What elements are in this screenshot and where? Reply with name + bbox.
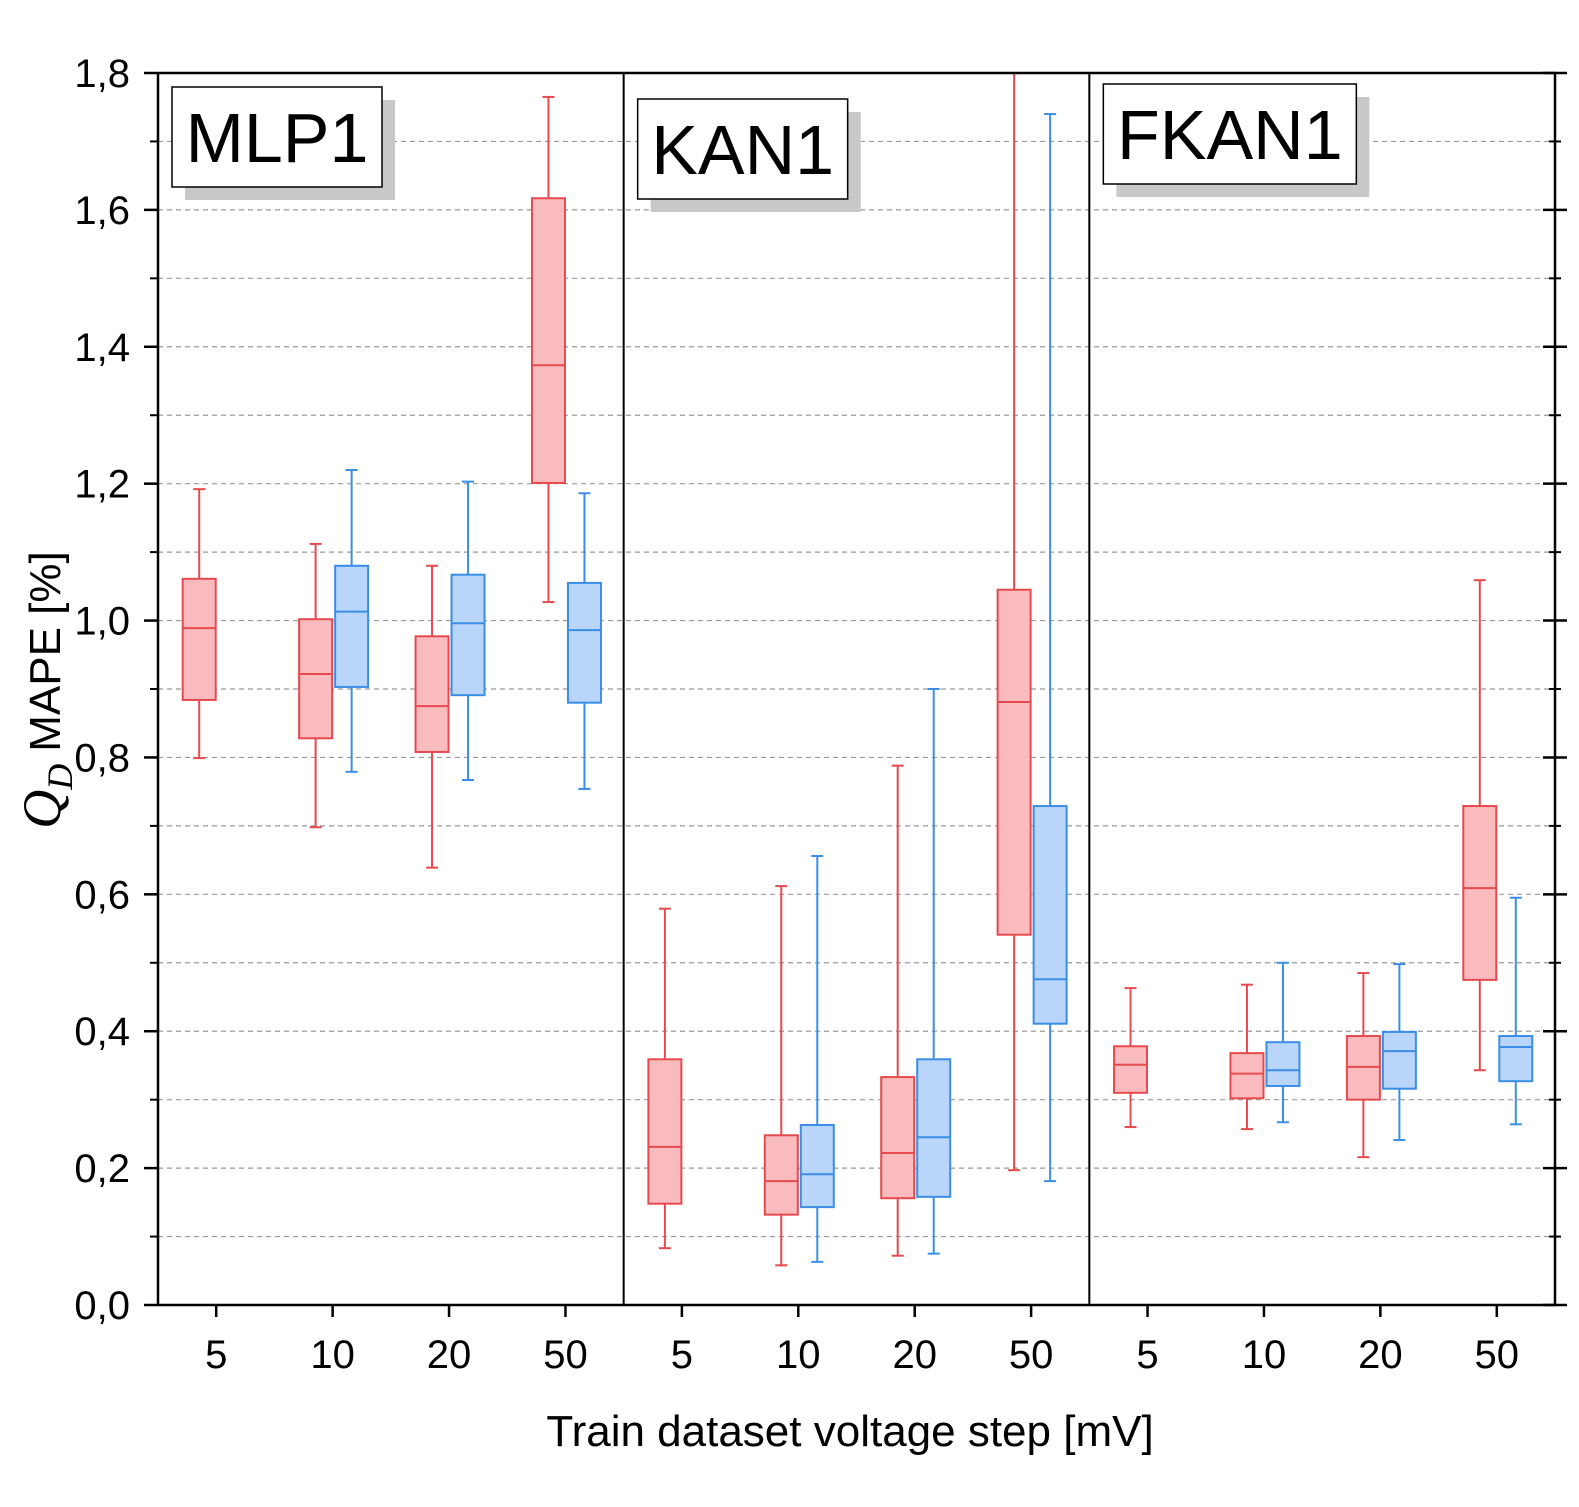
x-tick-label: 5 <box>1136 1333 1158 1377</box>
y-tick-label: 0,6 <box>74 873 130 917</box>
box-plot <box>1498 896 1534 1126</box>
box-plot <box>1345 972 1381 1159</box>
box-plot <box>298 542 334 829</box>
x-tick-label: 10 <box>776 1333 821 1377</box>
y-tick-label: 1,4 <box>74 326 130 370</box>
box-plot <box>1265 961 1301 1124</box>
box <box>181 577 217 701</box>
box-plot <box>1381 963 1417 1142</box>
x-tick-label: 50 <box>543 1333 588 1377</box>
box-plot <box>1032 113 1068 1183</box>
box <box>334 564 370 688</box>
y-axis-label: QD MAPE [%] <box>12 551 80 829</box>
box-plot <box>566 492 602 790</box>
x-tick-label: 50 <box>1009 1333 1054 1377</box>
x-tick-label: 50 <box>1475 1333 1520 1377</box>
box-plot <box>1113 987 1149 1129</box>
x-tick-label: 10 <box>1242 1333 1287 1377</box>
box <box>1032 805 1068 1025</box>
box-plot <box>181 488 217 760</box>
box <box>414 635 450 753</box>
box <box>1462 805 1498 981</box>
box <box>880 1076 916 1200</box>
box <box>763 1134 799 1216</box>
box <box>530 197 566 484</box>
y-label-subscript: D <box>40 764 80 791</box>
x-tick-label: 20 <box>1358 1333 1403 1377</box>
box-plot <box>647 907 683 1250</box>
panel-label: FKAN1 <box>1117 96 1343 174</box>
y-label-text: MAPE [%] <box>21 551 70 752</box>
y-tick-label: 1,0 <box>74 600 130 644</box>
box <box>1498 1035 1534 1083</box>
box <box>450 573 486 697</box>
box <box>1229 1052 1265 1100</box>
box-plot <box>880 764 916 1257</box>
x-tick-label: 5 <box>671 1333 693 1377</box>
y-tick-label: 0,4 <box>74 1010 130 1054</box>
box <box>1113 1045 1149 1094</box>
x-tick-label: 10 <box>310 1333 355 1377</box>
panel-label-box <box>171 86 383 188</box>
y-label-symbol: Q <box>12 790 72 829</box>
y-tick-label: 1,8 <box>74 52 130 96</box>
box <box>1381 1030 1417 1090</box>
box <box>1345 1035 1381 1101</box>
x-tick-label: 20 <box>892 1333 937 1377</box>
box-plot <box>414 564 450 869</box>
box-plot <box>450 480 486 782</box>
y-tick-label: 1,6 <box>74 189 130 233</box>
y-tick-label: 0,0 <box>74 1284 130 1328</box>
y-tick-label: 0,8 <box>74 736 130 780</box>
box <box>996 588 1032 936</box>
box <box>647 1058 683 1205</box>
box-plot <box>1229 983 1265 1131</box>
panel-label-box <box>636 98 849 200</box>
panel-label: MLP1 <box>186 99 369 177</box>
box-plot <box>916 688 952 1255</box>
panel-label: KAN1 <box>651 111 834 189</box>
x-axis-label: Train dataset voltage step [mV] <box>546 1407 1153 1456</box>
box-plot <box>799 855 835 1263</box>
box-plot <box>530 95 566 604</box>
box <box>1265 1041 1301 1087</box>
box <box>298 618 334 740</box>
box-plot <box>1462 579 1498 1072</box>
box-plot <box>334 468 370 773</box>
box <box>799 1123 835 1209</box>
x-tick-label: 5 <box>205 1333 227 1377</box>
y-tick-label: 0,2 <box>74 1147 130 1191</box>
box <box>916 1058 952 1198</box>
x-tick-label: 20 <box>427 1333 472 1377</box>
box-plot <box>763 885 799 1267</box>
box-plot <box>996 72 1032 1172</box>
panel-label-box <box>1102 83 1358 185</box>
box <box>566 581 602 704</box>
y-tick-label: 1,2 <box>74 463 130 507</box>
